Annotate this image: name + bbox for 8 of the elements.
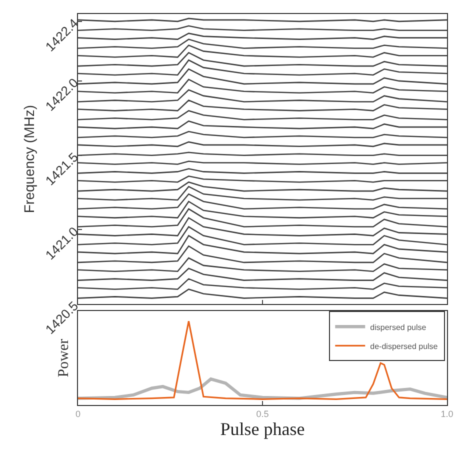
x-tick-label: 1.0 (440, 408, 454, 419)
y-axis-title: Power (56, 338, 72, 378)
y-axis-title: Frequency (MHz) (20, 104, 37, 214)
x-tick-label: 0.5 (256, 408, 269, 419)
x-tick-label: 0 (75, 408, 81, 419)
legend-label: de-dispersed pulse (370, 342, 438, 351)
x-axis-title: Pulse phase (220, 418, 305, 439)
legend-label: dispersed pulse (370, 322, 427, 332)
